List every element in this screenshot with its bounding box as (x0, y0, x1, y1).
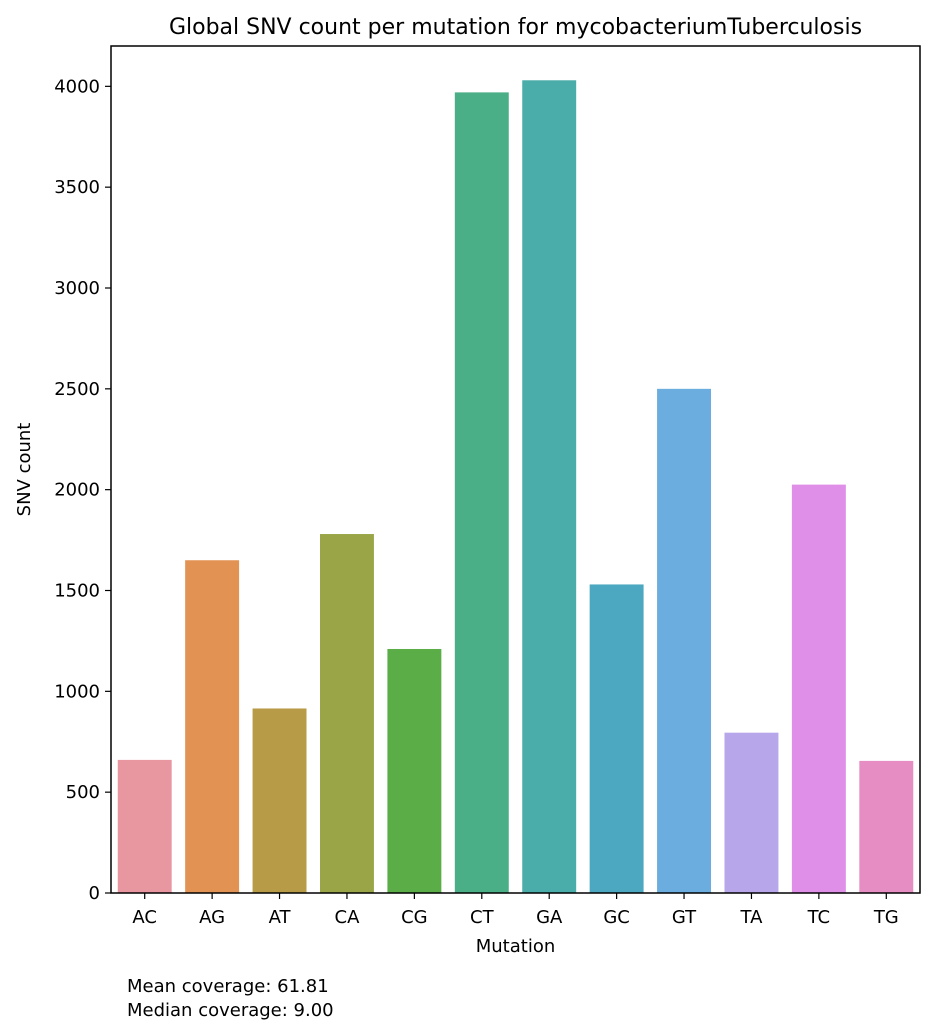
bar-tg (859, 760, 914, 893)
chart-title: Global SNV count per mutation for mycoba… (169, 15, 862, 40)
x-tick-label: AG (199, 907, 225, 928)
x-axis: AC AG AT CA CG CT GA GC GT TA TC TG (132, 893, 899, 928)
bar-at (252, 708, 307, 893)
bar-ta (724, 732, 779, 893)
y-axis-label: SNV count (14, 423, 35, 517)
bar-ca (319, 534, 374, 893)
bar-gt (657, 388, 712, 893)
bar-cg (387, 648, 442, 893)
x-tick-label: AC (132, 907, 157, 928)
plot-frame (110, 45, 921, 894)
x-tick-label: CG (401, 907, 428, 928)
y-tick-label: 1000 (54, 681, 100, 702)
x-tick-label: GC (603, 907, 630, 928)
x-tick-label: CT (470, 907, 495, 928)
x-tick-label: TG (873, 907, 899, 928)
x-tick-label: TC (807, 907, 831, 928)
y-tick-label: 2000 (54, 480, 100, 501)
x-tick-label: TA (739, 907, 763, 928)
bar-ct (454, 92, 509, 894)
x-tick-label: AT (269, 907, 292, 928)
x-tick-label: GA (536, 907, 563, 928)
x-tick-label: GT (672, 907, 697, 928)
mean-coverage-note: Mean coverage: 61.81 (127, 976, 329, 997)
bar-gc (589, 584, 644, 893)
y-tick-label: 1500 (54, 581, 100, 602)
bar-ga (522, 80, 577, 894)
bar-ag (185, 560, 240, 893)
y-tick-label: 3000 (54, 278, 100, 299)
y-tick-label: 500 (66, 782, 100, 803)
y-tick-label: 0 (89, 883, 100, 904)
bars-group (117, 80, 914, 894)
bar-tc (791, 484, 846, 893)
bar-chart: 0 500 1000 1500 2000 2500 3000 3500 4000 AC AG AT C… (14, 15, 921, 957)
y-tick-label: 3500 (54, 177, 100, 198)
bar-ac (117, 759, 172, 893)
x-axis-label: Mutation (476, 936, 556, 957)
y-axis: 0 500 1000 1500 2000 2500 3000 3500 4000 (54, 76, 111, 904)
y-tick-label: 4000 (54, 76, 100, 97)
y-tick-label: 2500 (54, 379, 100, 400)
median-coverage-note: Median coverage: 9.00 (127, 1000, 334, 1021)
x-tick-label: CA (335, 907, 361, 928)
